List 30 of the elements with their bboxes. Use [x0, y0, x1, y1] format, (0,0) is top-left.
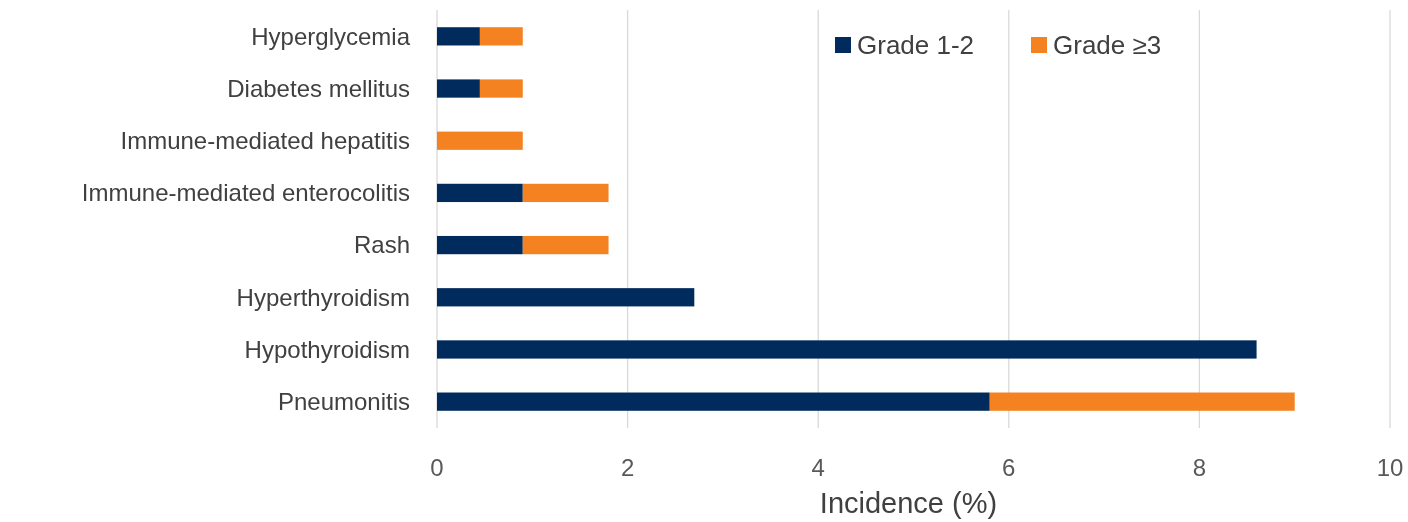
- legend-label: Grade ≥3: [1053, 30, 1162, 61]
- y-tick-label: Hyperglycemia: [251, 22, 411, 50]
- y-tick-label: Immune-mediated enterocolitis: [81, 179, 410, 207]
- bar: [437, 79, 480, 98]
- bar: [479, 79, 523, 98]
- y-tick-label: Hypothyroidism: [244, 335, 410, 363]
- x-tick-label: 8: [1192, 454, 1207, 481]
- y-tick-label: Pneumonitis: [277, 388, 410, 416]
- y-tick-label: Diabetes mellitus: [227, 74, 410, 102]
- y-tick-label: Immune-mediated hepatitis: [120, 127, 410, 155]
- x-tick-label: 6: [1002, 454, 1016, 481]
- x-tick-label: 10: [1376, 454, 1404, 481]
- y-tick-label: Hyperthyroidism: [236, 283, 410, 311]
- x-tick-label: 4: [811, 454, 825, 481]
- bar: [437, 288, 695, 307]
- bar: [437, 235, 523, 255]
- bar: [479, 27, 523, 46]
- bar: [437, 340, 1257, 359]
- legend-label: Grade 1-2: [857, 30, 975, 61]
- x-tick-label: 0: [430, 454, 444, 481]
- bar: [437, 27, 480, 46]
- y-tick-label: Rash: [353, 231, 410, 259]
- x-axis-title: Incidence (%): [819, 487, 998, 519]
- bar: [522, 183, 609, 203]
- x-tick-label: 2: [620, 454, 635, 481]
- bar: [437, 183, 523, 203]
- bar: [437, 131, 523, 150]
- bar: [437, 392, 990, 411]
- bar: [522, 235, 609, 255]
- bar: [989, 392, 1295, 411]
